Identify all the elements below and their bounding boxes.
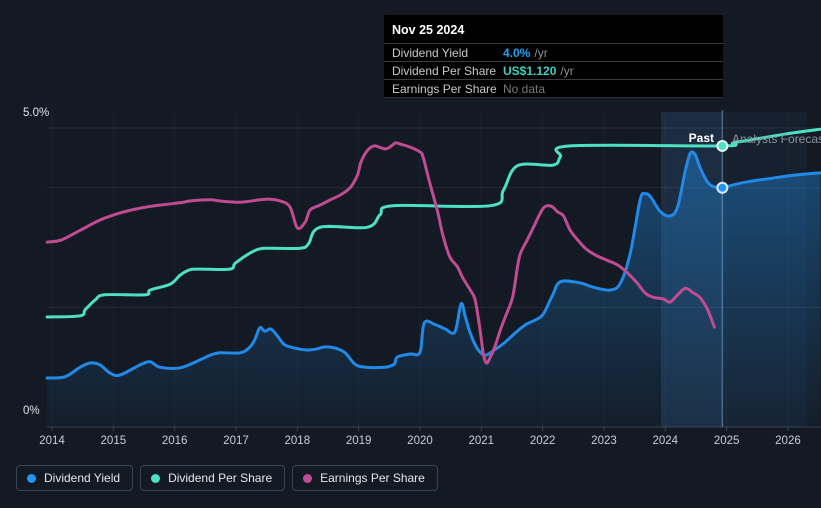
dividend-per-share-marker-dot [716, 139, 729, 152]
x-axis-tick-label: 2023 [591, 435, 617, 447]
tooltip-row: Dividend Yield 4.0%/yr [384, 43, 723, 61]
x-axis-tick-label: 2025 [714, 435, 740, 447]
dividend-yield-swatch-icon [27, 473, 36, 483]
dividend-yield-line [45, 150, 821, 380]
tooltip-row: Dividend Per Share US$1.120/yr [384, 61, 723, 79]
dividend-yield-marker-dot [716, 181, 729, 194]
x-axis-tick-label: 2015 [101, 435, 127, 447]
y-axis-label-bottom: 0% [23, 405, 40, 417]
x-axis-tick-label: 2016 [162, 435, 188, 447]
legend-item-dividend-yield[interactable]: Dividend Yield [16, 465, 134, 491]
x-axis-tick-label: 2021 [469, 435, 495, 447]
dividend-per-share-swatch-icon [151, 473, 161, 483]
x-axis-tick-label: 2017 [223, 435, 249, 447]
x-axis-tick-label: 2024 [653, 435, 679, 447]
chart-tooltip: Nov 25 2024 Dividend Yield 4.0%/yr Dividen… [384, 15, 723, 98]
x-axis-tick-label: 2022 [530, 435, 556, 447]
tooltip-row: Earnings Per Share No data [384, 79, 723, 98]
x-axis-tick-label: 2020 [407, 435, 433, 447]
legend-item-dividend-per-share[interactable]: Dividend Per Share [140, 465, 286, 491]
past-label: Past [688, 131, 714, 145]
earnings-per-share-line [45, 141, 716, 365]
analysts-forecast-label: Analysts Forecast [732, 132, 821, 146]
tooltip-row-label: Earnings Per Share [392, 81, 497, 96]
earnings-per-share-swatch-icon [303, 473, 313, 483]
tooltip-row-label: Dividend Per Share [392, 63, 497, 78]
x-axis-tick-label: 2018 [285, 435, 311, 447]
tooltip-row-unit: /yr [560, 63, 574, 78]
tooltip-rows: Dividend Yield 4.0%/yr Dividend Per Share U… [384, 43, 723, 98]
tooltip-row-value: 4.0% [503, 45, 531, 60]
legend-label: Dividend Yield [44, 471, 121, 485]
tooltip-row-value: No data [503, 81, 546, 96]
y-axis-label-top: 5.0% [23, 107, 50, 119]
tooltip-row-label: Dividend Yield [392, 45, 469, 60]
dividend-yield-area [47, 151, 821, 428]
x-axis-tick-label: 2026 [775, 435, 801, 447]
tooltip-row-unit: /yr [534, 45, 548, 60]
legend-item-earnings-per-share[interactable]: Earnings Per Share [292, 465, 438, 491]
tooltip-row-value: US$1.120 [503, 63, 557, 78]
x-axis-tick-label: 2014 [39, 435, 65, 447]
legend: Dividend Yield Dividend Per Share Earnings… [16, 465, 438, 491]
x-axis-tick-label: 2019 [346, 435, 372, 447]
legend-label: Dividend Per Share [168, 471, 273, 485]
dividend-per-share-line [45, 127, 821, 319]
tooltip-date: Nov 25 2024 [392, 23, 465, 37]
legend-label: Earnings Per Share [320, 471, 425, 485]
